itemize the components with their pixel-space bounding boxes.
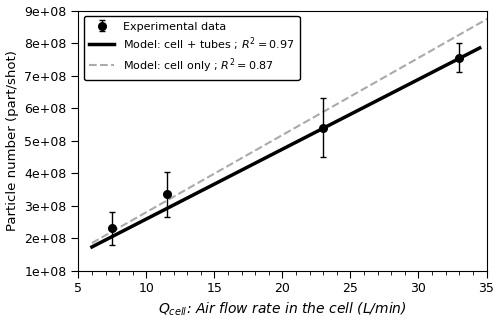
X-axis label: $Q_{cell}$: Air flow rate in the cell (L/min): $Q_{cell}$: Air flow rate in the cell (L…	[158, 301, 406, 318]
Y-axis label: Particle number (part/shot): Particle number (part/shot)	[6, 50, 18, 231]
Legend: Experimental data, Model: cell + tubes ; $R^2 = 0.97$, Model: cell only ; $R^2 =: Experimental data, Model: cell + tubes ;…	[84, 16, 300, 80]
